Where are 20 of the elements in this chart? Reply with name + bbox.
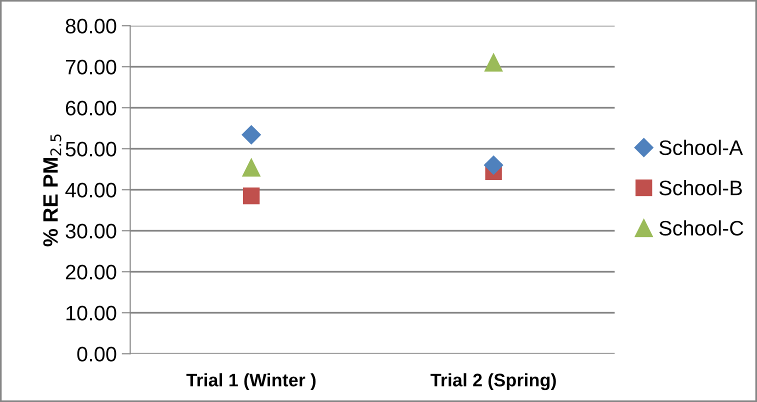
point xyxy=(242,125,261,144)
point xyxy=(484,54,503,72)
y-tick-label: 80.00 xyxy=(66,18,116,34)
y-tick-label: 60.00 xyxy=(66,100,116,116)
y-tick-label: 70.00 xyxy=(66,60,116,74)
y-axis-title: % RE PM$_{2.5}$ xyxy=(43,134,62,246)
y-tick-label: 10.00 xyxy=(66,306,116,321)
point xyxy=(242,158,260,177)
y-tick-label: 0.00 xyxy=(77,346,116,362)
point xyxy=(242,188,260,204)
x-tick-label: Trial 1 (Winter ) xyxy=(186,373,316,390)
x-tick-label: Trial 2 (Spring) xyxy=(430,373,556,390)
legend-label: School-B xyxy=(659,180,742,196)
y-tick-label: 20.00 xyxy=(66,264,116,280)
y-tick-label: 40.00 xyxy=(65,182,116,198)
point xyxy=(484,156,504,175)
legend-label: School-C xyxy=(659,220,744,236)
legend-label: School-A xyxy=(659,140,743,156)
y-tick-label: 30.00 xyxy=(66,224,116,238)
y-tick-label: 50.00 xyxy=(66,142,116,156)
